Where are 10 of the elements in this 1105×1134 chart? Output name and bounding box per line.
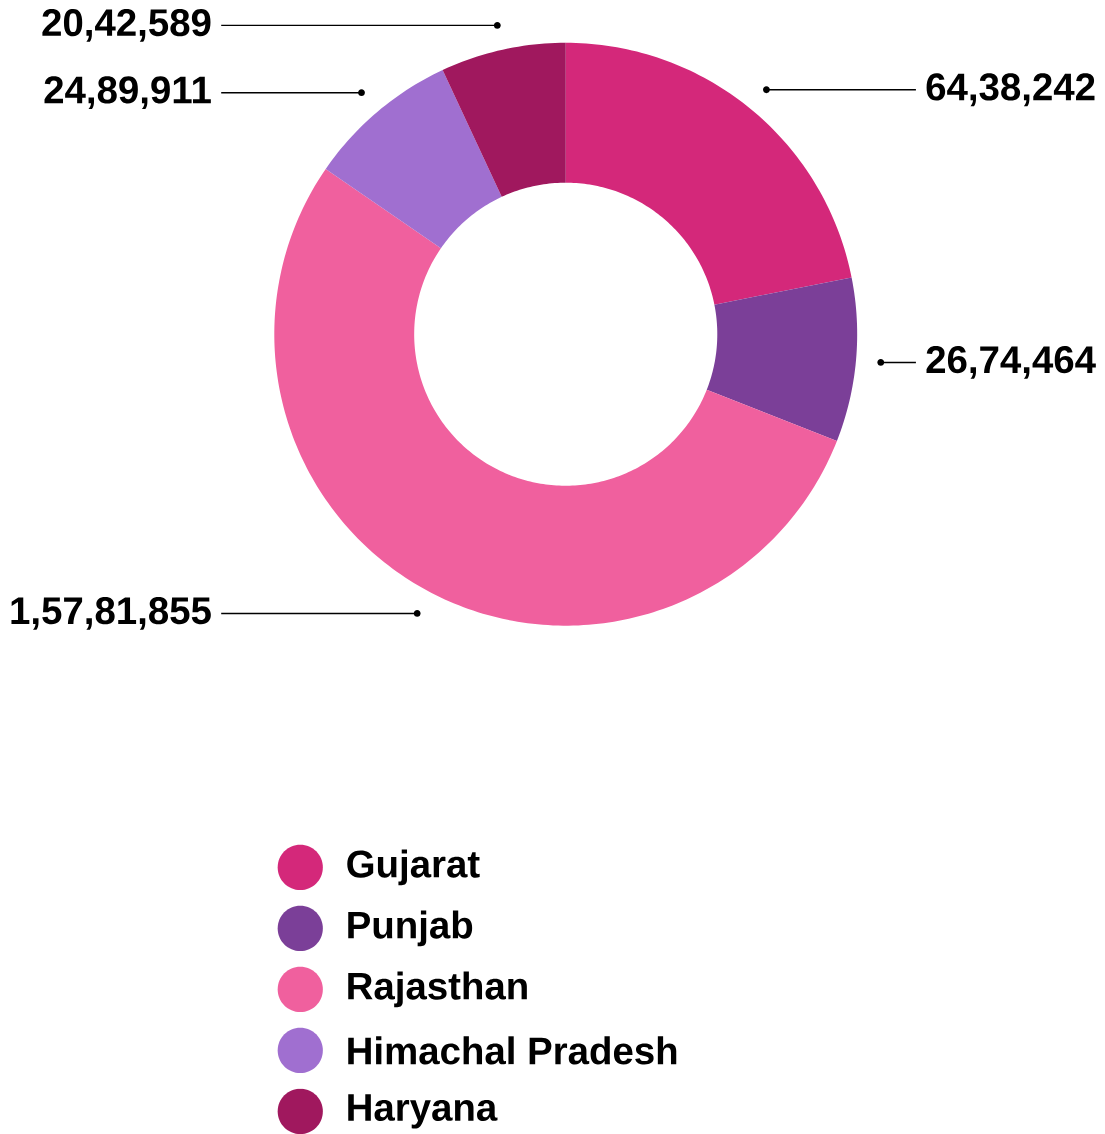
legend-label: Rajasthan <box>348 971 527 1008</box>
data-label: 20,42,589 <box>42 9 211 42</box>
legend-label: Punjab <box>348 910 473 947</box>
data-label: 24,89,911 <box>44 76 211 110</box>
legend-label: Himachal Pradesh <box>348 1036 677 1065</box>
data-label: 64,38,242 <box>926 73 1095 107</box>
data-label: 26,74,464 <box>926 346 1096 379</box>
legend-label: Haryana <box>348 1094 498 1129</box>
data-label: 1,57,81,855 <box>11 597 211 630</box>
legend-label: Gujarat <box>347 849 480 886</box>
